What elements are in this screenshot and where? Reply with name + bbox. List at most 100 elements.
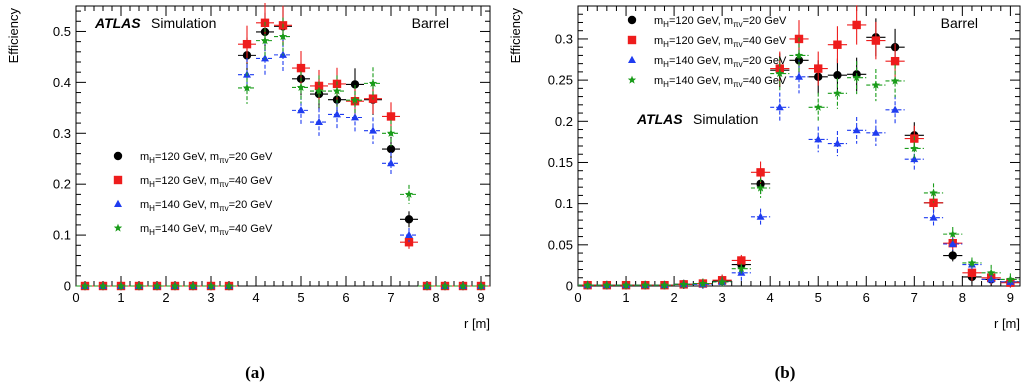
legend-label: mH=120 GeV, mπv=20 GeV <box>654 15 787 29</box>
data-point <box>351 113 359 121</box>
legend-label: mH=120 GeV, mπv=20 GeV <box>140 151 273 165</box>
y-tick-label: 0.25 <box>548 73 573 88</box>
x-tick-label: 6 <box>863 290 870 305</box>
x-tick-label: 2 <box>162 290 169 305</box>
data-point <box>242 39 252 49</box>
data-point <box>386 128 396 137</box>
legend-marker <box>628 55 636 63</box>
data-point <box>1006 275 1015 283</box>
data-point <box>967 258 977 267</box>
data-point <box>929 213 938 221</box>
data-point <box>583 280 592 289</box>
data-point <box>296 83 306 92</box>
x-tick-label: 4 <box>252 290 259 305</box>
data-point <box>871 128 880 136</box>
x-tick-label: 7 <box>911 290 918 305</box>
x-tick-label: 1 <box>117 290 124 305</box>
data-point <box>602 280 612 289</box>
data-point <box>910 144 919 153</box>
x-tick-label: 5 <box>815 290 822 305</box>
data-point <box>871 36 881 45</box>
data-point <box>621 280 631 289</box>
legend-marker <box>627 15 637 25</box>
x-tick-label: 5 <box>297 290 304 305</box>
data-point <box>756 183 765 192</box>
data-point <box>967 268 977 278</box>
data-point <box>224 281 234 290</box>
data-point <box>795 72 803 80</box>
y-tick-label: 0.05 <box>548 237 573 252</box>
data-point <box>261 54 269 62</box>
data-point <box>188 281 198 290</box>
legend-label: mH=140 GeV, mπv=20 GeV <box>654 55 787 69</box>
data-point <box>116 281 126 290</box>
data-point <box>387 159 395 167</box>
atlas-label: ATLAS <box>94 15 141 31</box>
x-tick-label: 2 <box>670 290 677 305</box>
data-point <box>404 189 414 198</box>
y-axis-label: Efficiency <box>6 8 21 64</box>
data-point <box>80 281 90 290</box>
legend: mH=120 GeV, mπv=20 GeV mH=120 GeV, mπv=40… <box>113 151 273 237</box>
data-point <box>737 264 746 273</box>
data-point <box>386 112 396 121</box>
data-point <box>756 212 765 220</box>
data-point <box>814 64 823 73</box>
x-tick-label: 8 <box>959 290 966 305</box>
x-axis-label: r [m] <box>994 316 1020 331</box>
x-tick-label: 3 <box>719 290 726 305</box>
data-point <box>440 281 450 290</box>
legend-marker <box>114 199 122 207</box>
data-point <box>929 198 938 208</box>
x-tick-label: 7 <box>387 290 394 305</box>
data-point <box>260 36 270 45</box>
data-point <box>833 70 842 80</box>
data-point <box>297 106 305 114</box>
data-point <box>737 256 746 265</box>
data-point <box>315 117 323 126</box>
data-point <box>852 126 861 134</box>
data-point <box>405 230 413 239</box>
x-tick-label: 0 <box>574 290 581 305</box>
legend-label: mH=120 GeV, mπv=40 GeV <box>140 175 273 189</box>
legend-marker <box>113 223 123 232</box>
data-point <box>404 238 414 247</box>
data-point <box>152 281 162 290</box>
data-point <box>422 281 432 290</box>
x-tick-label: 8 <box>432 290 439 305</box>
region-label: Barrel <box>941 15 978 31</box>
legend-marker <box>113 151 123 161</box>
data-point <box>948 251 957 260</box>
data-point <box>891 105 900 113</box>
data-point <box>98 281 108 290</box>
data-point <box>314 86 324 95</box>
legend-label: mH=140 GeV, mπv=20 GeV <box>140 199 273 213</box>
y-tick-label: 0.1 <box>555 196 573 211</box>
data-point <box>794 51 804 59</box>
data-point <box>350 95 360 104</box>
y-tick-label: 0.3 <box>53 126 71 141</box>
y-tick-label: 0.2 <box>53 177 71 192</box>
chart-panel-a: 0 1 2 3 4 5 6 7 8 9 0 0.1 0.2 0.3 0.4 0.5 Efficiency r [m… <box>6 3 491 382</box>
data-point <box>332 86 342 95</box>
atlas-label: ATLAS <box>636 111 683 127</box>
y-tick-label: 0.2 <box>555 114 573 129</box>
x-tick-label: 0 <box>72 290 79 305</box>
data-point <box>314 81 324 91</box>
data-point <box>948 239 957 247</box>
data-point <box>986 268 996 277</box>
data-point <box>833 139 842 147</box>
data-point <box>717 277 727 286</box>
data-point <box>333 110 341 118</box>
panel-caption: (a) <box>245 363 265 382</box>
data-point <box>890 56 900 66</box>
x-tick-label: 1 <box>622 290 629 305</box>
data-point <box>852 73 861 82</box>
chart-panel-b: 0 1 2 3 4 5 6 7 8 9 0 0.05 0.1 0.15 0.2 0.25 0.3 Efficien… <box>508 5 1021 382</box>
legend-marker <box>627 35 637 45</box>
series-star <box>76 17 490 290</box>
data-point <box>368 78 378 87</box>
x-axis-label: r [m] <box>464 316 490 331</box>
data-point <box>775 103 784 111</box>
data-point <box>476 281 486 290</box>
